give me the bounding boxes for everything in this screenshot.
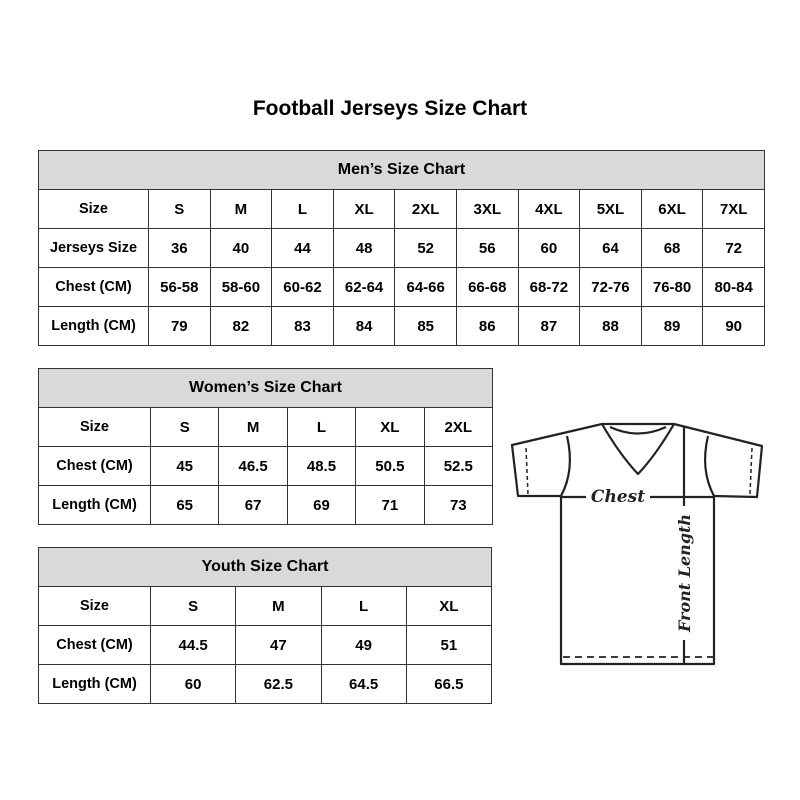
page-title: Football Jerseys Size Chart	[252, 97, 528, 120]
men-size-table: Men’s Size Chart Size S M L XL 2XL 3XL 4XL 5XL 6XL…	[38, 150, 765, 346]
table-cell: 51	[405, 625, 493, 665]
table-cell: 45	[149, 446, 220, 486]
table-cell: XL	[355, 407, 425, 447]
table-cell: M	[235, 586, 322, 626]
table-cell: 60	[517, 228, 581, 268]
youth-size-table: Youth Size Chart Size S M L XL Chest (CM) 44.5 4…	[37, 547, 493, 704]
table-cell: 48.5	[286, 446, 357, 486]
table-cell: L	[286, 407, 357, 447]
table-cell: 2XL	[423, 407, 494, 447]
table-cell: 47	[235, 625, 322, 665]
table-cell: 36	[148, 228, 211, 268]
table-cell: 60-62	[271, 267, 334, 307]
table-row: Chest (CM) 44.5 47 49 51	[38, 625, 493, 665]
table-row: Length (CM) 65 67 69 71 73	[38, 485, 494, 525]
table-cell: 82	[209, 306, 273, 346]
youth-table-heading: Youth Size Chart	[37, 547, 493, 587]
table-cell: 66-68	[455, 267, 519, 307]
table-cell: 65	[149, 485, 220, 525]
women-table-heading: Women’s Size Chart	[37, 368, 494, 408]
table-cell: M	[218, 407, 288, 447]
table-cell: 79	[148, 306, 211, 346]
chest-label: Chest	[591, 487, 645, 507]
table-cell: 49	[320, 625, 407, 665]
row-label: Length (CM)	[38, 306, 149, 346]
table-cell: 48	[332, 228, 396, 268]
jersey-collar	[600, 422, 676, 476]
table-cell: 6XL	[640, 189, 704, 229]
table-cell: 52.5	[423, 446, 494, 486]
table-cell: 84	[332, 306, 396, 346]
front-length-label: Front Length	[675, 514, 694, 633]
table-cell: XL	[332, 189, 396, 229]
row-label: Length (CM)	[38, 485, 151, 525]
table-cell: 66.5	[405, 664, 493, 704]
table-cell: 44.5	[149, 625, 237, 665]
row-label: Chest (CM)	[38, 625, 151, 665]
table-cell: 71	[355, 485, 425, 525]
row-label: Size	[38, 586, 151, 626]
table-row: Size S M L XL 2XL	[38, 407, 494, 447]
table-cell: 50.5	[355, 446, 425, 486]
table-cell: 56-58	[148, 267, 211, 307]
table-cell: 69	[286, 485, 357, 525]
table-row: Length (CM) 60 62.5 64.5 66.5	[38, 664, 493, 704]
table-cell: L	[271, 189, 334, 229]
jersey-outline	[510, 422, 764, 666]
table-cell: 72-76	[579, 267, 642, 307]
women-size-table: Women’s Size Chart Size S M L XL 2XL Chest (CM)…	[37, 368, 494, 525]
table-cell: 80-84	[702, 267, 765, 307]
row-label: Size	[38, 407, 151, 447]
table-row: Size S M L XL	[38, 586, 493, 626]
table-cell: 40	[209, 228, 273, 268]
row-label: Size	[38, 189, 149, 229]
table-cell: 76-80	[640, 267, 704, 307]
men-table-heading: Men’s Size Chart	[38, 150, 765, 190]
table-cell: 73	[423, 485, 494, 525]
table-cell: 64.5	[320, 664, 407, 704]
table-cell: 67	[218, 485, 288, 525]
table-row: Size S M L XL 2XL 3XL 4XL 5XL 6XL 7XL	[38, 189, 765, 229]
table-cell: 86	[455, 306, 519, 346]
table-cell: L	[320, 586, 407, 626]
table-cell: 88	[579, 306, 642, 346]
table-cell: 68	[640, 228, 704, 268]
table-cell: 60	[149, 664, 237, 704]
table-row: Jerseys Size 36 40 44 48 52 56 60 64 68 72	[38, 228, 765, 268]
table-row: Length (CM) 79 82 83 84 85 86 87 88 89 90	[38, 306, 765, 346]
row-label: Chest (CM)	[38, 446, 151, 486]
table-cell: 90	[702, 306, 765, 346]
table-cell: 5XL	[579, 189, 642, 229]
table-cell: 68-72	[517, 267, 581, 307]
table-cell: S	[149, 586, 237, 626]
table-cell: 85	[394, 306, 457, 346]
table-cell: 44	[271, 228, 334, 268]
row-label: Jerseys Size	[38, 228, 149, 268]
table-row: Chest (CM) 45 46.5 48.5 50.5 52.5	[38, 446, 494, 486]
table-cell: 62-64	[332, 267, 396, 307]
table-cell: 7XL	[702, 189, 765, 229]
table-cell: 62.5	[235, 664, 322, 704]
table-cell: 87	[517, 306, 581, 346]
